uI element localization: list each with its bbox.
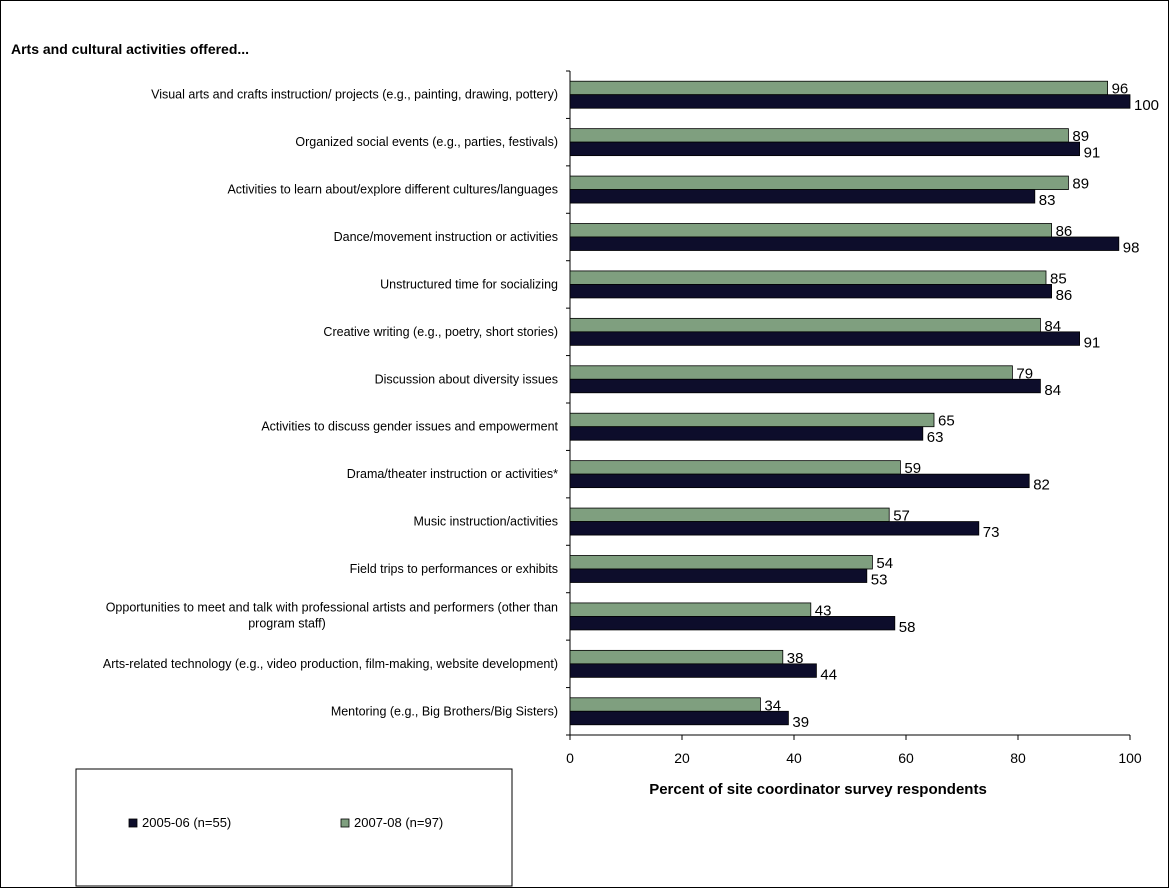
bar (569, 697, 761, 712)
bar (569, 602, 812, 617)
category-label: Visual arts and crafts instruction/ proj… (151, 88, 558, 102)
category-label: Opportunities to meet and talk with prof… (106, 600, 558, 614)
plot-area: 0 20 40 60 80 100 Visual arts and crafts instr… (103, 70, 1159, 766)
data-label: 38 (787, 650, 804, 667)
bar (569, 128, 1069, 143)
bar (569, 141, 1081, 157)
data-label: 91 (1084, 334, 1101, 351)
data-label: 82 (1033, 477, 1050, 494)
bar (569, 331, 1081, 346)
data-label: 86 (1056, 287, 1073, 304)
data-label: 57 (893, 508, 910, 525)
legend-box (75, 768, 513, 887)
data-label: 85 (1050, 270, 1067, 287)
bar (569, 378, 1041, 394)
bar (569, 460, 901, 475)
x-tick-label: 40 (786, 750, 802, 766)
x-tick-label: 0 (566, 750, 574, 766)
x-tick-label: 80 (1010, 750, 1026, 766)
data-label: 84 (1044, 318, 1061, 335)
bar (569, 236, 1120, 251)
data-label: 89 (1072, 128, 1089, 145)
legend-label: 2005-06 (n=55) (142, 815, 231, 830)
bar (569, 80, 1108, 96)
bar (569, 317, 1041, 333)
legend-swatch (340, 818, 350, 828)
category-label: Creative writing (e.g., poetry, short st… (323, 325, 558, 339)
bar (569, 473, 1030, 489)
bar (569, 365, 1013, 380)
category-label: Mentoring (e.g., Big Brothers/Big Sister… (331, 704, 558, 718)
data-label: 34 (764, 697, 781, 714)
bar (569, 426, 924, 441)
bar (569, 507, 890, 522)
data-label: 43 (815, 602, 832, 619)
legend-label: 2007-08 (n=97) (354, 815, 443, 830)
data-label: 100 (1134, 97, 1159, 114)
x-tick-label: 100 (1118, 750, 1142, 766)
bar (569, 175, 1069, 190)
bar (569, 568, 868, 583)
data-label: 53 (871, 572, 888, 589)
x-tick-label: 60 (898, 750, 914, 766)
bar (569, 189, 1036, 204)
data-label: 54 (876, 555, 893, 572)
data-label: 73 (983, 524, 1000, 541)
category-label: Organized social events (e.g., parties, … (295, 135, 558, 149)
data-label: 86 (1056, 223, 1073, 240)
category-label: Discussion about diversity issues (375, 372, 558, 386)
legend-swatch (128, 818, 138, 828)
data-label: 96 (1112, 81, 1129, 98)
data-label: 44 (820, 666, 837, 683)
legend: 2005-06 (n=55) 2007-08 (n=97) (128, 815, 443, 830)
bar (569, 649, 784, 665)
data-label: 91 (1084, 145, 1101, 162)
category-label: Music instruction/activities (414, 515, 559, 529)
category-label: Activities to learn about/explore differ… (227, 183, 558, 197)
chart-title: Arts and cultural activities offered... (11, 41, 249, 57)
data-label: 65 (938, 413, 955, 430)
category-label: Activities to discuss gender issues and … (261, 420, 558, 434)
data-label: 63 (927, 429, 944, 446)
data-label: 39 (792, 714, 809, 731)
bar (569, 616, 896, 631)
bar (569, 284, 1053, 299)
bar (569, 223, 1053, 238)
category-label: Unstructured time for socializing (380, 277, 558, 291)
bar (569, 663, 817, 678)
category-label: Arts-related technology (e.g., video pro… (103, 657, 558, 671)
x-tick-label: 20 (674, 750, 690, 766)
category-label: Dance/movement instruction or activities (334, 230, 558, 244)
bar (569, 710, 789, 726)
x-axis-label: Percent of site coordinator survey respo… (649, 781, 987, 798)
bar (569, 94, 1131, 109)
data-label: 59 (904, 460, 921, 477)
bar (569, 412, 935, 428)
data-label: 83 (1039, 192, 1056, 209)
data-label: 84 (1044, 382, 1061, 399)
bar (569, 555, 873, 570)
category-label: program staff) (248, 616, 326, 630)
category-label: Field trips to performances or exhibits (350, 562, 558, 576)
category-label: Drama/theater instruction or activities* (347, 467, 558, 481)
bar (569, 270, 1047, 285)
data-label: 79 (1016, 365, 1033, 382)
data-label: 98 (1123, 240, 1140, 257)
data-label: 58 (899, 619, 916, 636)
bar (569, 521, 980, 536)
data-label: 89 (1072, 176, 1089, 193)
